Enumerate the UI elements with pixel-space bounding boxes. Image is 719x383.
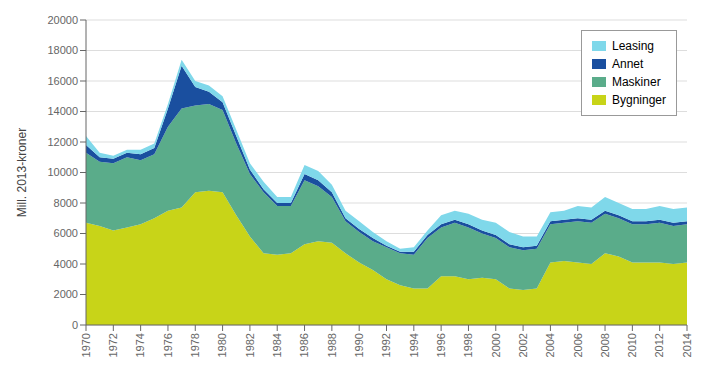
svg-text:1978: 1978 [189,333,201,357]
svg-text:2014: 2014 [681,333,693,357]
svg-text:1996: 1996 [435,333,447,357]
svg-text:2004: 2004 [544,333,556,357]
svg-text:2006: 2006 [572,333,584,357]
svg-text:1992: 1992 [380,333,392,357]
svg-text:1976: 1976 [162,333,174,357]
svg-text:1984: 1984 [271,333,283,357]
svg-text:1998: 1998 [462,333,474,357]
svg-text:1988: 1988 [326,333,338,357]
svg-text:10000: 10000 [47,166,78,178]
svg-text:0: 0 [72,319,78,331]
html-text:Bygninger: Bygninger [612,93,666,107]
html-text:Maskiner: Maskiner [612,75,661,89]
svg-text:1994: 1994 [408,333,420,357]
svg-text:2002: 2002 [517,333,529,357]
svg-text:12000: 12000 [47,136,78,148]
svg-text:1970: 1970 [80,333,92,357]
svg-text:8000: 8000 [54,197,78,209]
svg-text:20000: 20000 [47,14,78,26]
svg-text:2010: 2010 [626,333,638,357]
svg-text:18000: 18000 [47,44,78,56]
svg-text:2000: 2000 [54,288,78,300]
svg-text:6000: 6000 [54,227,78,239]
svg-text:1972: 1972 [107,333,119,357]
svg-text:1974: 1974 [134,333,146,357]
svg-text:2000: 2000 [490,333,502,357]
svg-text:1986: 1986 [298,333,310,357]
svg-text:1980: 1980 [216,333,228,357]
svg-text:16000: 16000 [47,75,78,87]
html-text:Annet: Annet [612,57,644,71]
html-text:Leasing: Leasing [612,39,654,53]
svg-text:14000: 14000 [47,105,78,117]
svg-text:4000: 4000 [54,258,78,270]
svg-text:1982: 1982 [244,333,256,357]
svg-text:2012: 2012 [653,333,665,357]
svg-text:Mill. 2013-kroner: Mill. 2013-kroner [15,128,29,217]
svg-text:1990: 1990 [353,333,365,357]
svg-text:2008: 2008 [599,333,611,357]
